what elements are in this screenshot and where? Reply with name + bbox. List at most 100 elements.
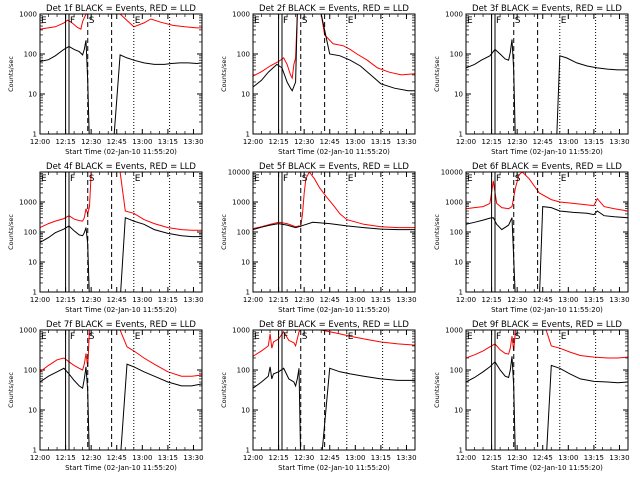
series-group: [40, 172, 202, 292]
event-marker-label: E: [254, 174, 260, 184]
event-marker-label: E: [561, 174, 567, 184]
x-tick-label: 12:00: [30, 138, 50, 146]
series-group: [466, 172, 628, 292]
series-red-line: [466, 172, 628, 212]
y-tick-label: 1000: [19, 199, 37, 207]
x-tick-label: 12:15: [481, 138, 501, 146]
x-tick-label: 12:00: [30, 454, 50, 462]
series-black-line: [40, 363, 202, 450]
x-tick-label: 12:15: [268, 296, 288, 304]
event-marker-label: F: [70, 332, 75, 342]
x-tick-label: 12:30: [81, 454, 101, 462]
event-marker-label: S: [515, 332, 521, 342]
series-black-line: [253, 221, 415, 231]
series-group: [40, 330, 202, 450]
x-tick-label: 13:00: [132, 296, 152, 304]
x-tick-label: 13:15: [158, 454, 178, 462]
event-marker-label: S: [89, 174, 95, 184]
event-marker-label: F: [283, 332, 288, 342]
y-tick-label: 100: [237, 367, 250, 375]
y-tick-label: 100: [24, 367, 37, 375]
x-tick-label: 12:30: [81, 138, 101, 146]
x-tick-label: 13:15: [584, 138, 604, 146]
x-tick-label: 12:30: [507, 296, 527, 304]
x-tick-label: 13:15: [158, 138, 178, 146]
panel-6: Det 6f BLACK = Events, RED = LLD Counts/s…: [433, 162, 630, 314]
y-tick-label: 1000: [445, 199, 463, 207]
event-marker-label: E: [348, 174, 354, 184]
x-tick-label: 13:30: [609, 296, 629, 304]
x-tick-label: 12:30: [294, 296, 314, 304]
event-marker-label: E: [467, 16, 473, 26]
event-marker-label: F: [70, 174, 75, 184]
x-tick-label: 13:30: [609, 454, 629, 462]
event-marker-label: E: [135, 174, 141, 184]
y-tick-label: 1: [246, 131, 250, 139]
event-marker-label: E: [348, 332, 354, 342]
y-axis-label: Counts/sec: [7, 56, 15, 92]
x-tick-label: 13:15: [371, 454, 391, 462]
y-tick-label: 100: [237, 229, 250, 237]
x-tick-label: 12:45: [533, 454, 553, 462]
panel-title: Det 2f BLACK = Events, RED = LLD: [259, 4, 409, 14]
x-tick-label: 12:45: [107, 454, 127, 462]
x-tick-label: 13:30: [183, 454, 203, 462]
panel-title: Det 4f BLACK = Events, RED = LLD: [46, 162, 196, 172]
y-tick-label: 1: [246, 289, 250, 297]
x-tick-label: 12:00: [243, 454, 263, 462]
plot-frame: [465, 13, 629, 135]
x-tick-label: 13:00: [132, 138, 152, 146]
series-red-line: [40, 14, 202, 30]
x-tick-label: 12:45: [107, 138, 127, 146]
event-marker-label: F: [283, 16, 288, 26]
x-axis-label: Start Time (02-Jan-10 11:55:20): [491, 464, 603, 472]
plot-frame: [252, 13, 416, 135]
event-marker-label: F: [70, 16, 75, 26]
series-black-line: [466, 206, 628, 292]
y-tick-label: 10: [28, 407, 37, 415]
panel-7: Det 7f BLACK = Events, RED = LLD Counts/s…: [7, 320, 204, 472]
y-tick-label: 100: [450, 367, 463, 375]
x-tick-label: 13:00: [558, 296, 578, 304]
y-tick-label: 10: [28, 91, 37, 99]
event-marker-label: F: [496, 174, 501, 184]
event-marker-label: E: [467, 332, 473, 342]
series-group: [466, 39, 628, 134]
panel-title: Det 3f BLACK = Events, RED = LLD: [472, 4, 622, 14]
panel-title: Det 8f BLACK = Events, RED = LLD: [259, 320, 409, 330]
series-red-line: [253, 14, 415, 80]
series-black-line: [40, 40, 202, 134]
event-marker-label: E: [467, 174, 473, 184]
series-group: [40, 14, 202, 134]
plot-frame: [39, 13, 203, 135]
y-tick-label: 1: [33, 447, 37, 455]
x-tick-label: 13:30: [183, 296, 203, 304]
x-axis-label: Start Time (02-Jan-10 11:55:20): [278, 306, 390, 314]
y-axis-label: Counts/sec: [220, 214, 228, 250]
event-marker-label: E: [254, 16, 260, 26]
series-black-line: [253, 366, 415, 450]
x-axis-label: Start Time (02-Jan-10 11:55:20): [278, 148, 390, 156]
x-tick-label: 12:15: [55, 138, 75, 146]
y-tick-label: 10: [241, 259, 250, 267]
x-tick-label: 12:30: [294, 138, 314, 146]
y-axis-label: Counts/sec: [433, 214, 441, 250]
y-tick-label: 1000: [19, 327, 37, 335]
x-tick-label: 12:15: [481, 454, 501, 462]
x-axis-label: Start Time (02-Jan-10 11:55:20): [65, 306, 177, 314]
x-tick-label: 13:15: [371, 138, 391, 146]
y-tick-label: 1000: [232, 327, 250, 335]
x-tick-label: 12:00: [243, 296, 263, 304]
x-tick-label: 13:15: [158, 296, 178, 304]
series-black-line: [40, 216, 202, 292]
x-tick-label: 13:30: [609, 138, 629, 146]
y-tick-label: 10: [241, 407, 250, 415]
series-black-line: [253, 14, 415, 92]
x-axis-label: Start Time (02-Jan-10 11:55:20): [65, 464, 177, 472]
series-red-line: [253, 330, 415, 357]
x-tick-label: 13:00: [558, 138, 578, 146]
event-marker-label: E: [41, 174, 47, 184]
panel-title: Det 7f BLACK = Events, RED = LLD: [46, 320, 196, 330]
panel-title: Det 6f BLACK = Events, RED = LLD: [472, 162, 622, 172]
x-tick-label: 12:00: [243, 138, 263, 146]
